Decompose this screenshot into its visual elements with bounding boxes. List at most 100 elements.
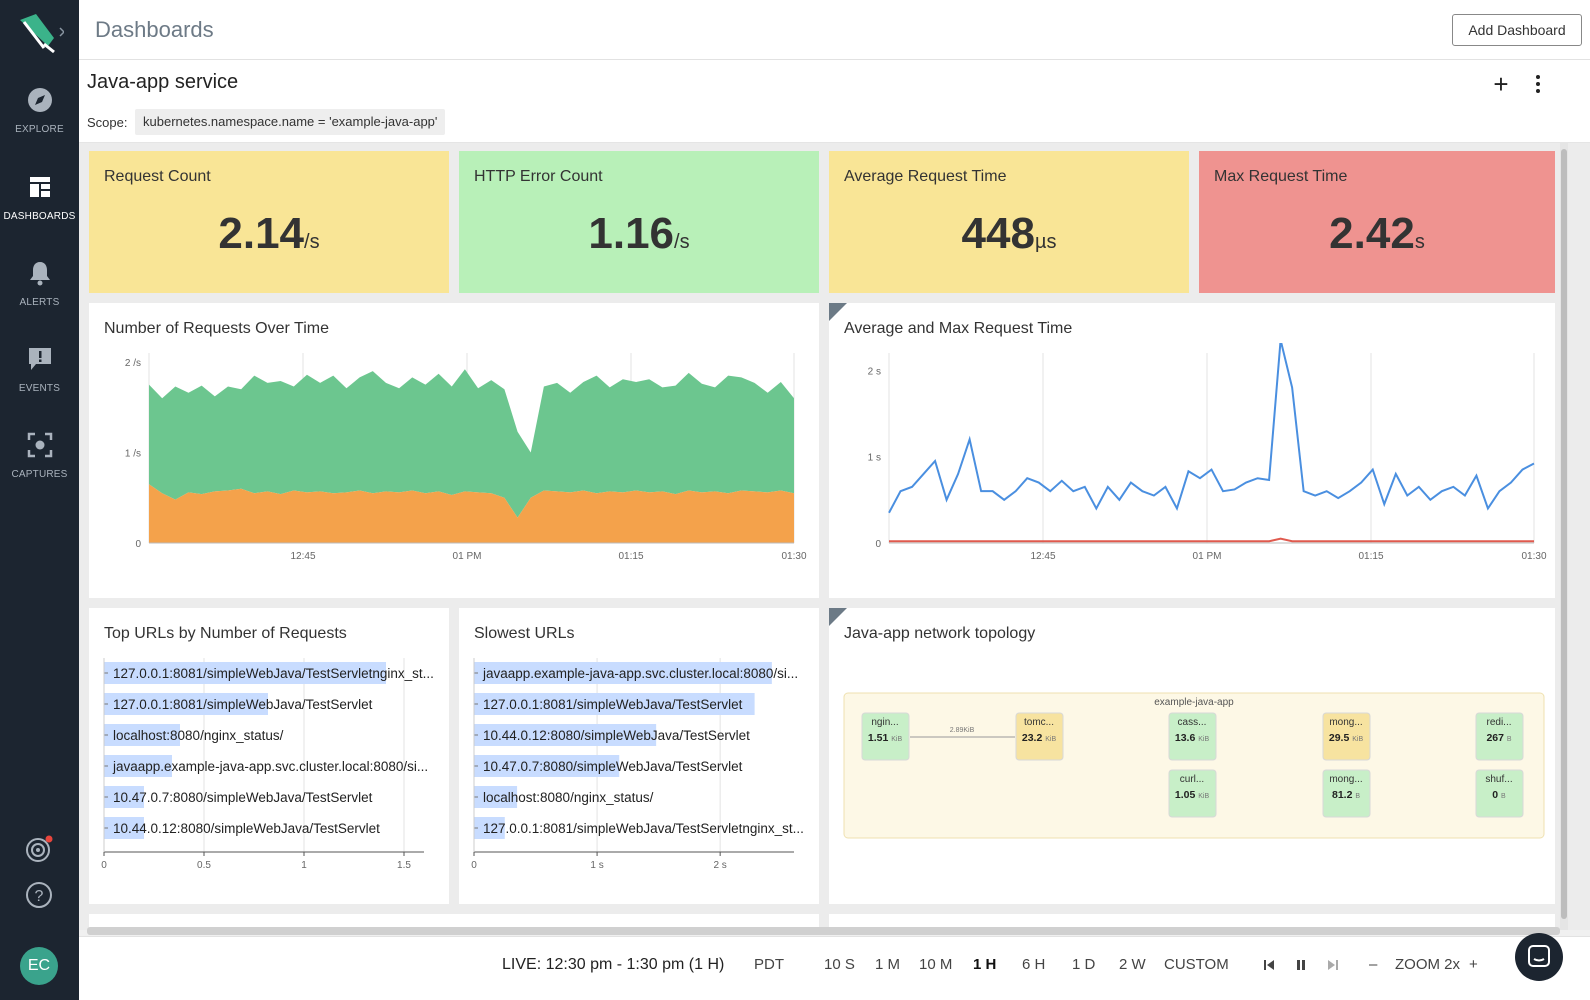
slowest-urls-panel[interactable]: Slowest URLs javaapp.example-java-app.sv…	[459, 608, 819, 904]
y-tick-label: 1 /s	[125, 449, 141, 460]
add-dashboard-button[interactable]: Add Dashboard	[1452, 14, 1582, 46]
topology-node-unit: B	[1501, 793, 1506, 800]
range-1h[interactable]: 1 H	[973, 956, 997, 973]
x-tick-label: 12:45	[1030, 551, 1055, 562]
horizontal-scrollbar[interactable]	[87, 927, 1560, 935]
range-1d[interactable]: 1 D	[1072, 956, 1096, 973]
bar-label: 10.44.0.12:8080/simpleWebJava/TestServle…	[113, 821, 380, 836]
sidebar-item-dashboards[interactable]: DASHBOARDS	[0, 173, 79, 224]
sidebar-item-alerts[interactable]: ALERTS	[0, 259, 79, 310]
capture-icon	[27, 432, 52, 458]
bar	[104, 662, 386, 684]
bar-label: javaapp.example-java-app.svc.cluster.loc…	[112, 759, 428, 774]
app-logo[interactable]	[14, 8, 64, 54]
avatar[interactable]: EC	[20, 947, 58, 985]
topology-node	[1475, 769, 1524, 818]
x-tick-label: 0	[471, 860, 477, 871]
topology-node-unit: KiB	[1352, 736, 1363, 743]
kpi-title: Max Request Time	[1214, 168, 1348, 185]
bar	[474, 693, 755, 715]
dashboard-icon	[29, 177, 50, 197]
next-panel-right	[829, 914, 1555, 930]
range-10m[interactable]: 10 M	[919, 956, 953, 973]
topology-node	[1322, 712, 1371, 761]
skip-back-icon[interactable]	[1262, 958, 1276, 972]
panel-title: Top URLs by Number of Requests	[104, 625, 347, 642]
topology-panel[interactable]: Java-app network topology example-java-a…	[829, 608, 1555, 904]
add-panel-button[interactable]: +	[1493, 69, 1509, 99]
chat-icon	[1528, 945, 1550, 967]
topology-node-name: mong...	[1329, 717, 1362, 728]
sidebar-item-events[interactable]: EVENTS	[0, 345, 79, 396]
bar	[104, 817, 144, 839]
zoom-in-button[interactable]: +	[1469, 956, 1478, 973]
kpi-request-count[interactable]: Request Count 2.14/s	[89, 151, 449, 293]
bar	[104, 786, 144, 808]
topology-link-label: 2.89KiB	[950, 727, 975, 734]
range-1m[interactable]: 1 M	[875, 956, 901, 973]
scope-label: Scope:	[87, 115, 128, 130]
sidebar-item-captures[interactable]: CAPTURES	[0, 431, 79, 482]
sidebar-item-explore[interactable]: EXPLORE	[0, 86, 79, 137]
pause-icon[interactable]	[1294, 958, 1308, 972]
kpi-average-request-time[interactable]: Average Request Time 448µs	[829, 151, 1189, 293]
requests-over-time-panel[interactable]: Number of Requests Over Time 0 1 /s 2 /s 12…	[89, 303, 819, 598]
kpi-max-request-time[interactable]: Max Request Time 2.42s	[1199, 151, 1555, 293]
compass-icon	[27, 88, 52, 112]
range-6h[interactable]: 6 H	[1022, 956, 1046, 973]
notifications-icon[interactable]	[24, 834, 54, 864]
top-urls-panel[interactable]: Top URLs by Number of Requests 127.0.0.1…	[89, 608, 449, 904]
kpi-unit: s	[1414, 231, 1425, 253]
kpi-value: 2.14/s	[89, 209, 449, 259]
kpi-number: 2.42	[1329, 209, 1415, 258]
dashboard-header: Java-app service + Scope: kubernetes.nam…	[79, 60, 1590, 143]
x-tick-label: 01:15	[1358, 551, 1383, 562]
range-10s[interactable]: 10 S	[824, 956, 855, 973]
bar	[104, 755, 172, 777]
range-custom[interactable]: CUSTOM	[1164, 956, 1229, 973]
skip-forward-icon[interactable]	[1326, 958, 1340, 972]
bar	[474, 724, 657, 746]
scrollbar-thumb[interactable]	[1561, 149, 1567, 919]
bar-label: localhost:8080/nginx_status/	[113, 728, 284, 743]
topology-node-unit: B	[1507, 736, 1512, 743]
bell-icon	[29, 262, 50, 286]
topology-node	[1015, 712, 1064, 761]
timezone-label: PDT	[754, 956, 784, 973]
kpi-value: 448µs	[829, 209, 1189, 259]
bar	[104, 724, 180, 746]
range-2w[interactable]: 2 W	[1119, 956, 1146, 973]
more-options-icon[interactable]	[1528, 74, 1548, 94]
kpi-number: 1.16	[588, 209, 675, 258]
zoom-out-button[interactable]: –	[1369, 956, 1378, 973]
x-tick-label: 0	[101, 860, 107, 871]
kpi-unit: /s	[674, 231, 690, 253]
sidebar-item-label: ALERTS	[19, 297, 60, 308]
kpi-number: 448	[961, 209, 1035, 258]
page-title: Dashboards	[95, 17, 214, 42]
topology-node-unit: KiB	[1045, 736, 1056, 743]
topology-node-value: 267 B	[1486, 732, 1511, 744]
topology-node-name: mong...	[1329, 774, 1362, 785]
x-tick-label: 1 s	[590, 860, 603, 871]
bar-label: javaapp.example-java-app.svc.cluster.loc…	[482, 666, 798, 681]
scope-value[interactable]: kubernetes.namespace.name = 'example-jav…	[135, 109, 446, 135]
kpi-http-error-count[interactable]: HTTP Error Count 1.16/s	[459, 151, 819, 293]
x-tick-label: 1.5	[397, 860, 411, 871]
topology-node-unit: KiB	[1198, 736, 1209, 743]
speech-bubble-icon	[28, 348, 51, 370]
panel-title: Average and Max Request Time	[844, 320, 1073, 337]
bar-label: 10.47.0.7:8080/simpleWebJava/TestServlet	[113, 790, 373, 805]
vertical-scrollbar[interactable]	[1560, 143, 1568, 930]
topology-node	[1168, 769, 1217, 818]
chat-launcher[interactable]	[1515, 933, 1563, 981]
area-series-lower	[149, 484, 794, 543]
avg-request-time-line	[888, 343, 1535, 514]
bar	[474, 786, 518, 808]
request-time-panel[interactable]: Average and Max Request Time 0 1 s 2 s 12:4…	[829, 303, 1555, 598]
topology-node-name: ngin...	[871, 717, 898, 728]
help-icon[interactable]: ?	[24, 880, 54, 910]
sidebar-item-label: EVENTS	[18, 383, 61, 394]
bar-label: 127.0.0.1:8081/simpleWebJava/TestServlet	[483, 697, 743, 712]
